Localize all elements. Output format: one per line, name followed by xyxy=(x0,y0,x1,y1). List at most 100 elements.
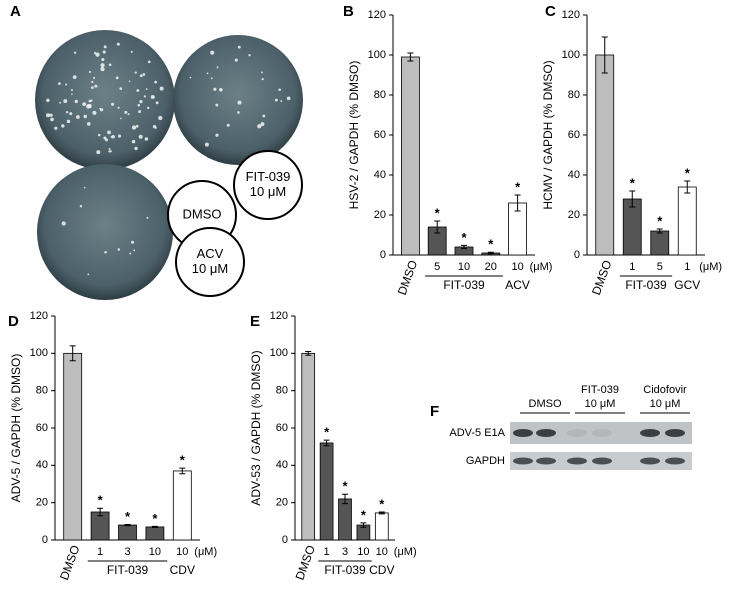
plaque xyxy=(45,113,51,118)
plaque xyxy=(69,112,73,116)
significance: * xyxy=(342,479,348,494)
plaque xyxy=(154,80,158,84)
plaque xyxy=(104,250,107,254)
error-bar xyxy=(179,467,186,475)
plaque xyxy=(134,146,138,151)
y-tick-label: 40 xyxy=(568,169,580,181)
y-tick-label: 40 xyxy=(36,459,48,471)
bar xyxy=(677,186,697,256)
bar xyxy=(172,470,192,541)
plaque xyxy=(147,106,150,110)
plaque xyxy=(189,76,192,79)
panel-label: A xyxy=(10,3,21,20)
plaque xyxy=(96,150,101,155)
error-bar xyxy=(305,350,312,356)
plaque xyxy=(101,57,105,62)
error-bar xyxy=(656,228,663,234)
dish xyxy=(173,35,303,165)
plaque xyxy=(127,113,130,116)
plaque xyxy=(131,240,135,244)
panel-label: D xyxy=(8,313,19,330)
y-tick-label: 40 xyxy=(374,169,386,181)
error-bar xyxy=(97,507,104,517)
plaque xyxy=(261,71,263,74)
bar xyxy=(595,54,615,256)
significance: * xyxy=(361,507,367,522)
plaque xyxy=(86,122,91,126)
plaque xyxy=(82,102,87,107)
significance: * xyxy=(630,175,636,190)
band xyxy=(536,429,556,437)
plaque xyxy=(144,137,149,141)
dish-label: ACV xyxy=(197,246,224,261)
plaque xyxy=(65,110,69,114)
panel-label: F xyxy=(430,403,439,420)
plaque xyxy=(50,117,54,122)
y-axis-title: HCMV / GAPDH (% DMSO) xyxy=(541,60,555,209)
plaque xyxy=(216,66,219,69)
plaque xyxy=(219,87,223,92)
significance: * xyxy=(515,179,521,194)
significance: * xyxy=(125,509,131,524)
band xyxy=(665,457,685,465)
lane-label: Cidofovir xyxy=(643,384,687,396)
plaque xyxy=(61,221,66,226)
y-tick-label: 60 xyxy=(568,129,580,141)
plaque xyxy=(91,80,94,83)
plaque xyxy=(158,115,163,121)
plaque xyxy=(136,89,140,92)
plaque xyxy=(108,147,111,150)
lane-label: FIT-039 xyxy=(581,384,619,396)
y-tick-label: 100 xyxy=(270,347,288,359)
group-label: FIT-039 xyxy=(107,563,149,577)
plaque xyxy=(88,99,92,103)
plaque xyxy=(111,134,115,139)
bar xyxy=(338,498,352,541)
plaque xyxy=(58,82,61,85)
plaque xyxy=(226,123,230,127)
plaque xyxy=(261,78,264,81)
plaque xyxy=(116,42,120,46)
bar xyxy=(319,442,334,541)
x-tick-label: 20 xyxy=(485,261,497,273)
plaque xyxy=(152,96,155,99)
unit-label: (μM) xyxy=(394,546,417,558)
plaque xyxy=(280,100,283,102)
bar xyxy=(63,352,83,541)
significance: * xyxy=(324,425,330,440)
plaque xyxy=(146,216,149,219)
plaque xyxy=(134,71,137,74)
plaque xyxy=(131,125,137,130)
plaque xyxy=(66,119,71,124)
error-bar xyxy=(601,36,608,74)
plaque xyxy=(210,50,215,55)
plaque xyxy=(133,249,136,252)
plaque xyxy=(99,107,102,110)
x-tick-label: 10 xyxy=(176,546,188,558)
plaque xyxy=(130,50,133,53)
band xyxy=(567,457,587,465)
x-tick-label: 10 xyxy=(357,546,369,558)
band xyxy=(513,457,533,465)
plaque xyxy=(115,76,119,80)
error-bar xyxy=(684,180,691,194)
panel-label: B xyxy=(343,3,354,20)
error-bar xyxy=(360,522,367,528)
y-axis-title: ADV-5 / GAPDH (% DMSO) xyxy=(9,354,23,503)
plaque xyxy=(159,86,164,91)
plaque xyxy=(91,86,94,89)
plaque xyxy=(59,101,62,104)
y-axis-title: ADV-53 / GAPDH (% DMSO) xyxy=(249,350,263,505)
error-bar xyxy=(407,52,414,62)
plaque xyxy=(237,100,242,105)
y-axis-title: HSV-2 / GAPDH (% DMSO) xyxy=(347,61,361,210)
significance: * xyxy=(461,230,467,245)
y-tick-label: 80 xyxy=(36,385,48,397)
plaque xyxy=(73,51,77,54)
lane-label: 10 μM xyxy=(650,398,681,410)
x-tick-label: 10 xyxy=(458,261,470,273)
plaque xyxy=(154,126,157,129)
plaque xyxy=(204,142,209,147)
bar xyxy=(374,512,389,541)
y-tick-label: 0 xyxy=(42,534,48,546)
